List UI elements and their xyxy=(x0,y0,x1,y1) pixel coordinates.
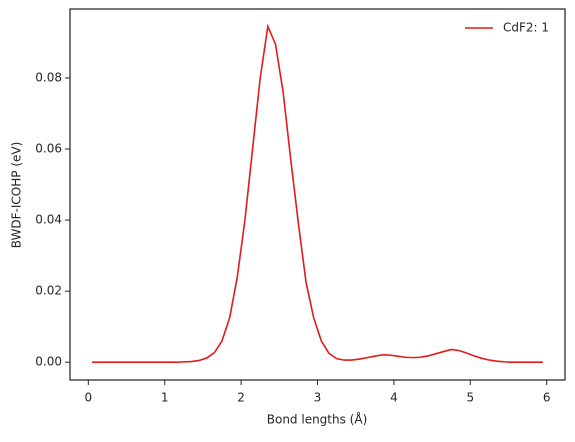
line-series xyxy=(92,23,543,364)
plot-frame xyxy=(69,8,566,381)
x-tick-label: 1 xyxy=(161,391,169,405)
y-tick-label: 0.02 xyxy=(35,284,62,298)
y-tick-label: 0.08 xyxy=(35,70,62,84)
y-tick-label: 0.06 xyxy=(35,142,62,156)
y-axis-label: BWDF-ICOHP (eV) xyxy=(10,142,24,249)
legend-label: CdF2: 1 xyxy=(503,21,549,35)
x-tick-label: 2 xyxy=(237,391,245,405)
x-tick-label: 5 xyxy=(466,391,474,405)
x-tick-label: 3 xyxy=(314,391,322,405)
y-tick-label: 0.04 xyxy=(35,213,62,227)
x-tick-label: 0 xyxy=(85,391,93,405)
x-axis-label: Bond lengths (Å) xyxy=(267,412,368,427)
x-tick-label: 6 xyxy=(543,391,551,405)
y-tick-label: 0.00 xyxy=(35,355,62,369)
x-tick-label: 4 xyxy=(390,391,398,405)
